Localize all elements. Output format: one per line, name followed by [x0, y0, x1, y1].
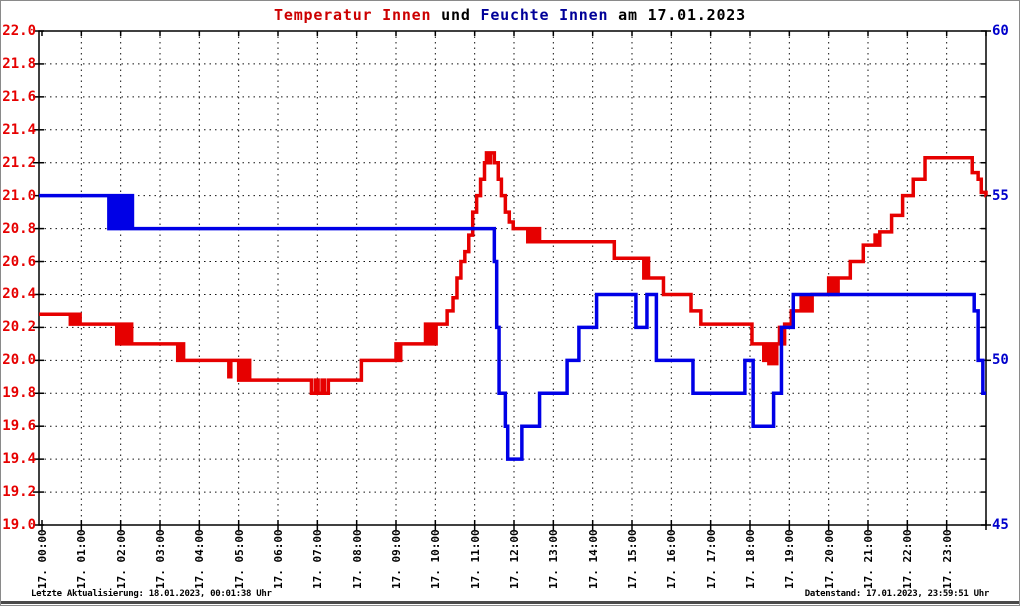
y-axis-label-left: 20.8 — [2, 220, 36, 237]
y-axis-label-left: 19.4 — [2, 451, 36, 468]
chart-title: Temperatur Innen und Feuchte Innen am 17… — [1, 6, 1019, 24]
x-axis-label: 17. 19:00 — [783, 529, 797, 589]
x-axis-label: 17. 03:00 — [153, 529, 167, 589]
title-temperature-label: Temperatur Innen — [274, 6, 432, 24]
humidity-line — [39, 193, 986, 461]
temperature-line — [39, 151, 988, 396]
x-axis-label: 17. 17:00 — [704, 529, 718, 589]
title-humidity-label: Feuchte Innen — [480, 6, 609, 24]
x-axis-label: 17. 06:00 — [271, 529, 285, 589]
y-axis-label-right: 55 — [992, 187, 1009, 204]
y-axis-label-left: 21.8 — [2, 55, 36, 72]
x-axis-label: 17. 07:00 — [311, 529, 325, 589]
y-axis-label-left: 21.0 — [2, 187, 36, 204]
y-axis-label-left: 22.0 — [2, 23, 36, 39]
y-axis-label-left: 19.6 — [2, 418, 36, 435]
y-axis-label-left: 19.8 — [2, 385, 36, 402]
y-axis-label-right: 50 — [992, 352, 1009, 369]
x-axis-label: 17. 01:00 — [75, 529, 89, 589]
x-axis-label: 17. 02:00 — [114, 529, 128, 589]
x-axis-label: 17. 15:00 — [625, 529, 639, 589]
title-date-label: am 17.01.2023 — [608, 6, 746, 24]
y-axis-label-left: 20.2 — [2, 319, 36, 336]
x-axis-label: 17. 22:00 — [901, 529, 915, 589]
x-axis-label: 17. 12:00 — [507, 529, 521, 589]
y-axis-label-left: 20.6 — [2, 253, 36, 270]
x-axis-label: 17. 23:00 — [940, 529, 954, 589]
y-axis-label-left: 19.2 — [2, 484, 36, 501]
x-axis-label: 17. 05:00 — [232, 529, 246, 589]
title-conjunction: und — [431, 6, 481, 24]
bottom-divider — [1, 601, 1019, 604]
x-axis-label: 17. 09:00 — [389, 529, 403, 589]
x-axis-label: 17. 13:00 — [547, 529, 561, 589]
x-axis-label: 17. 00:00 — [36, 529, 49, 589]
x-axis-label: 17. 14:00 — [586, 529, 600, 589]
plot-frame — [38, 30, 987, 526]
x-axis-label: 17. 10:00 — [429, 529, 443, 589]
status-bar: Letzte Aktualisierung: 18.01.2023, 00:01… — [1, 589, 1019, 602]
axis-ticks — [33, 30, 991, 530]
last-update-text: Letzte Aktualisierung: 18.01.2023, 00:01… — [31, 589, 272, 599]
x-axis-label: 17. 18:00 — [743, 529, 757, 589]
data-timestamp-text: Datenstand: 17.01.2023, 23:59:51 Uhr — [804, 589, 990, 599]
y-axis-label-left: 19.0 — [2, 517, 36, 533]
y-axis-label-left: 20.4 — [2, 286, 36, 303]
y-axis-label-left: 20.0 — [2, 352, 36, 369]
y-axis-label-left: 21.4 — [2, 121, 36, 138]
y-axis-label-left: 21.6 — [2, 88, 36, 105]
y-axis-label-right: 60 — [992, 23, 1009, 39]
x-axis-label: 17. 21:00 — [861, 529, 875, 589]
x-axis-label: 17. 20:00 — [822, 529, 836, 589]
x-axis-label: 17. 11:00 — [468, 529, 482, 589]
x-axis-label: 17. 08:00 — [350, 529, 364, 589]
y-axis-label-left: 21.2 — [2, 154, 36, 171]
x-axis-label: 17. 04:00 — [193, 529, 207, 589]
y-axis-label-right: 45 — [992, 517, 1009, 533]
x-axis-label: 17. 16:00 — [665, 529, 679, 589]
